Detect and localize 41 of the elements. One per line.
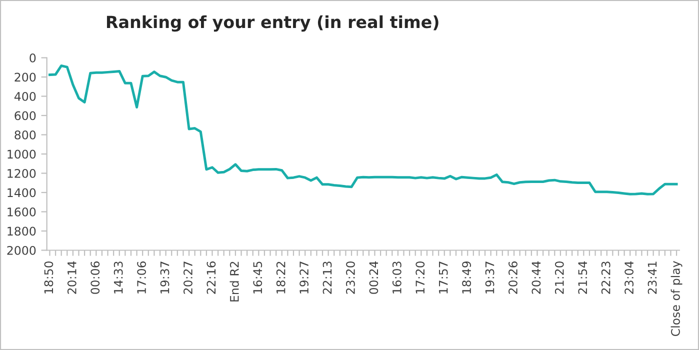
x-tick-label: 20:44: [532, 261, 541, 294]
x-tick-label: 14:33: [114, 262, 123, 294]
x-tick-label: 23:20: [346, 261, 355, 294]
x-tick-label: 20:26: [508, 261, 518, 294]
y-tick-label: 1200: [8, 168, 36, 178]
x-tick-label: 16:45: [253, 262, 262, 294]
x-tick-label: 17:57: [439, 262, 448, 294]
x-tick-label: 18:50: [44, 261, 54, 294]
x-tick-label: 19:37: [485, 262, 494, 294]
y-tick-label: 1400: [8, 188, 36, 198]
y-tick-label: 400: [14, 92, 36, 101]
chart-title: Ranking of your entry (in real time): [106, 15, 438, 32]
x-tick-label: 22:16: [206, 261, 216, 294]
x-tick-label: 22:13: [322, 262, 332, 294]
x-tick-label: 17:20: [416, 261, 425, 294]
x-tick-label: 23:41: [648, 262, 657, 294]
x-tick-label: 16:03: [392, 262, 402, 294]
x-tick-label: 20:14: [67, 261, 76, 294]
y-tick-label: 0: [30, 53, 36, 62]
x-tick-label: 00:24: [369, 261, 378, 294]
x-tick-label: 19:27: [300, 262, 309, 294]
x-tick-label: 21:20: [554, 261, 564, 294]
x-tick-label: 22:23: [601, 262, 610, 294]
x-tick-label: Close of play: [670, 261, 682, 336]
y-tick-label: 2000: [7, 246, 36, 255]
y-tick-label: 200: [14, 72, 36, 82]
x-tick-label: 19:37: [160, 262, 170, 294]
x-tick-label: 00:06: [90, 261, 100, 294]
x-tick-label: 17:06: [137, 261, 146, 294]
x-tick-label: 21:54: [578, 261, 588, 294]
y-tick-label: 1000: [8, 150, 36, 159]
y-tick-label: 800: [14, 130, 36, 140]
x-tick-label: 18:49: [462, 261, 472, 294]
y-tick-label: 1800: [8, 226, 36, 236]
x-tick-label: 23:04: [624, 261, 634, 294]
line-series: [48, 64, 678, 196]
x-tick-label: 20:27: [184, 262, 192, 294]
x-tick-label: 18:22: [276, 262, 286, 294]
y-tick-label: 600: [14, 111, 36, 120]
x-tick-label: End R2: [230, 262, 239, 302]
y-tick-label: 1600: [8, 207, 36, 216]
